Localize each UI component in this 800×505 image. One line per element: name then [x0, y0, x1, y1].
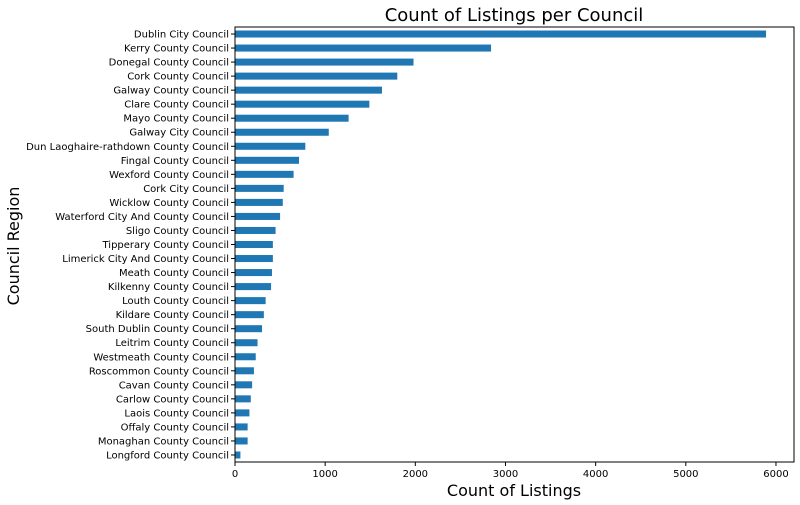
y-axis-title: Council Region — [4, 187, 23, 306]
chart-title: Count of Listings per Council — [385, 5, 644, 26]
bar — [235, 381, 253, 389]
y-tick-label: Galway County Council — [113, 86, 229, 97]
bar — [235, 30, 767, 38]
y-tick-label: Kildare County Council — [116, 310, 229, 321]
y-tick-label: Louth County Council — [122, 296, 229, 307]
y-tick-label: South Dublin County Council — [86, 324, 229, 335]
plot-frame — [234, 26, 795, 463]
bar — [235, 409, 250, 417]
y-tick-label: Dun Laoghaire-rathdown County Council — [26, 142, 229, 153]
bar — [235, 325, 263, 333]
bar — [235, 395, 251, 403]
bar — [235, 353, 256, 361]
bar — [235, 184, 284, 192]
y-tick-label: Waterford City And County Council — [55, 212, 229, 223]
y-tick-label: Leitrim County Council — [115, 338, 229, 349]
x-tick-labels: 0 1000 2000 3000 4000 5000 6000 — [232, 462, 789, 480]
bar — [235, 269, 272, 277]
bar — [235, 58, 414, 66]
y-tick-label: Fingal County Council — [121, 156, 229, 167]
x-tick-label: 1000 — [312, 469, 337, 480]
x-tick-label: 6000 — [763, 469, 788, 480]
bar — [235, 283, 272, 291]
bar — [235, 198, 283, 206]
y-tick-label: Sligo County Council — [126, 226, 229, 237]
x-tick-label: 2000 — [403, 469, 428, 480]
y-tick-label: Dublin City Council — [134, 30, 229, 41]
bars-group — [235, 30, 767, 459]
x-tick-label: 3000 — [493, 469, 518, 480]
y-tick-label: Clare County Council — [124, 100, 229, 111]
y-tick-label: Cavan County Council — [119, 380, 229, 391]
y-tick-label: Carlow County Council — [116, 394, 229, 405]
y-tick-label: Galway City Council — [129, 128, 229, 139]
x-axis-title: Count of Listings — [447, 481, 581, 500]
x-tick-label: 4000 — [583, 469, 608, 480]
y-tick-label: Donegal County Council — [109, 58, 229, 69]
y-tick-label: Wexford County Council — [109, 170, 229, 181]
bar — [235, 451, 241, 459]
bar — [235, 212, 281, 220]
bar — [235, 72, 398, 80]
y-tick-label: Offaly County Council — [121, 422, 229, 433]
bar — [235, 297, 266, 305]
x-tick-label: 5000 — [673, 469, 698, 480]
bar — [235, 367, 254, 375]
bar — [235, 339, 258, 347]
y-tick-label: Tipperary County Council — [102, 240, 230, 251]
bar — [235, 128, 329, 136]
y-tick-label: Longford County Council — [106, 450, 229, 461]
bar — [235, 86, 382, 94]
y-tick-label: Wicklow County Council — [109, 198, 229, 209]
bar — [235, 311, 264, 319]
y-tick-label: Monaghan County Council — [98, 436, 229, 447]
bar — [235, 44, 492, 52]
y-tick-label: Kerry County Council — [124, 44, 229, 55]
bar — [235, 100, 370, 108]
y-tick-label: Cork County Council — [127, 72, 229, 83]
bar — [235, 170, 294, 178]
bar — [235, 240, 273, 249]
bar — [235, 226, 276, 234]
bar — [235, 437, 248, 445]
x-tick-label: 0 — [232, 469, 238, 480]
bar — [235, 114, 349, 122]
y-tick-label: Laois County Council — [124, 408, 229, 419]
y-tick-label: Cork City Council — [143, 184, 229, 195]
y-tick-label: Roscommon County Council — [89, 366, 229, 377]
bar — [235, 156, 300, 164]
y-tick-label: Mayo County Council — [123, 114, 229, 125]
bar — [235, 423, 248, 431]
y-tick-label: Westmeath County Council — [93, 352, 229, 363]
bar — [235, 255, 273, 263]
bar — [235, 142, 306, 150]
y-tick-label: Limerick City And County Council — [62, 254, 229, 265]
y-tick-label: Kilkenny County Council — [108, 282, 229, 293]
y-tick-label: Meath County Council — [119, 268, 229, 279]
y-tick-labels: Dublin City Council Kerry County Council D… — [26, 30, 235, 461]
